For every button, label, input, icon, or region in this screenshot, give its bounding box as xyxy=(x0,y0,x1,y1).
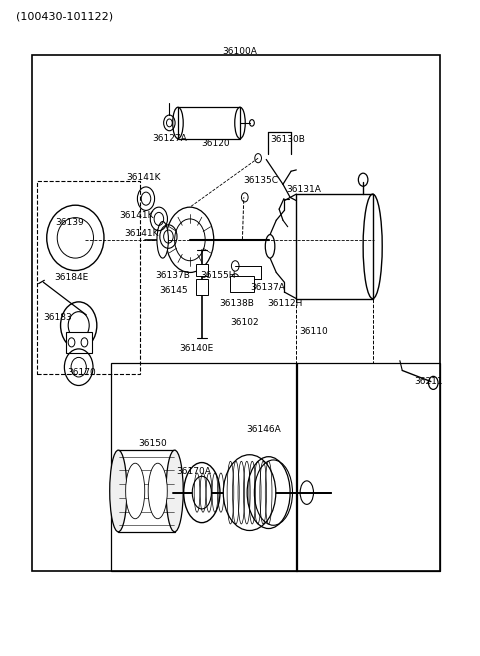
Text: 36100A: 36100A xyxy=(223,47,257,56)
Bar xyxy=(37,181,140,374)
Text: 36127A: 36127A xyxy=(152,134,187,143)
Text: 36146A: 36146A xyxy=(246,424,281,434)
Bar xyxy=(196,279,208,295)
Text: 36138B: 36138B xyxy=(219,298,254,308)
Ellipse shape xyxy=(157,222,168,258)
Text: 36110: 36110 xyxy=(299,327,328,336)
Text: 36139: 36139 xyxy=(55,218,84,227)
Bar xyxy=(118,450,175,532)
Text: 36131A: 36131A xyxy=(286,185,321,194)
Text: (100430-101122): (100430-101122) xyxy=(16,11,113,21)
Text: 36130B: 36130B xyxy=(270,135,305,144)
Text: 36140E: 36140E xyxy=(179,344,213,354)
Bar xyxy=(229,276,254,292)
Ellipse shape xyxy=(110,450,127,532)
Ellipse shape xyxy=(148,463,167,519)
Ellipse shape xyxy=(166,450,183,532)
Bar xyxy=(33,55,441,571)
Text: 36170: 36170 xyxy=(68,368,96,377)
Ellipse shape xyxy=(265,235,275,258)
Bar xyxy=(296,363,441,571)
Text: 36155H: 36155H xyxy=(200,270,236,279)
Text: 36112H: 36112H xyxy=(267,298,302,308)
Ellipse shape xyxy=(126,463,145,519)
Text: 36170A: 36170A xyxy=(177,466,212,476)
Text: 36211: 36211 xyxy=(415,377,444,386)
Text: 36141K: 36141K xyxy=(124,230,158,238)
Text: 36102: 36102 xyxy=(230,318,259,327)
Text: 36145: 36145 xyxy=(159,285,188,295)
Text: 36150: 36150 xyxy=(139,439,168,448)
Text: 36184E: 36184E xyxy=(54,273,89,282)
Text: 36137B: 36137B xyxy=(155,270,190,279)
Text: 36135C: 36135C xyxy=(243,176,278,185)
Text: 36141K: 36141K xyxy=(126,173,161,182)
Bar xyxy=(66,332,92,353)
Bar xyxy=(196,264,208,276)
Bar xyxy=(111,363,297,571)
Text: 36120: 36120 xyxy=(201,139,229,148)
Bar xyxy=(178,107,240,138)
Text: 36183: 36183 xyxy=(43,313,72,322)
Ellipse shape xyxy=(192,476,211,509)
Text: 36141K: 36141K xyxy=(119,211,154,220)
Ellipse shape xyxy=(223,455,276,531)
Text: 36137A: 36137A xyxy=(250,283,285,292)
